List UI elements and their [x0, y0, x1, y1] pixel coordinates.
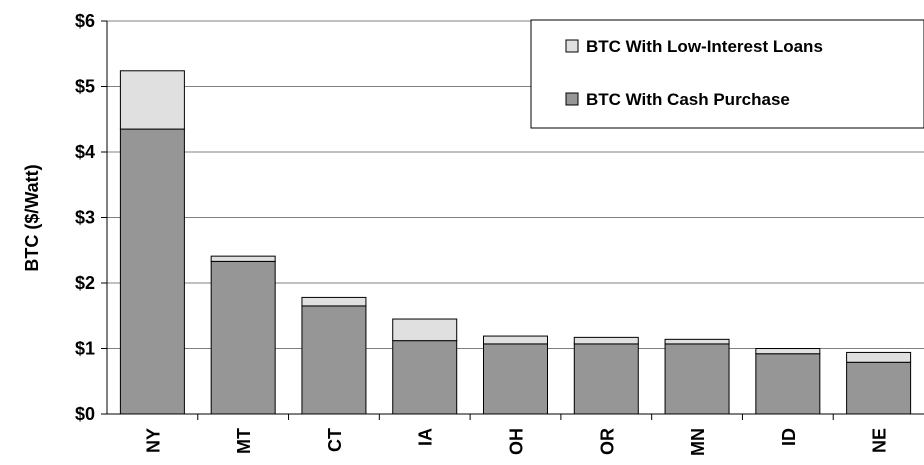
bar-cash-purchase: [301, 305, 367, 415]
x-tick-label: ID: [779, 428, 799, 446]
bar-cash-purchase: [483, 343, 548, 415]
y-tick-label: $5: [75, 77, 95, 97]
x-tick-label: MT: [234, 428, 254, 454]
y-axis-title: BTC ($/Watt): [22, 164, 42, 271]
legend-swatch-cash: [565, 92, 579, 106]
y-tick-labels: $0 $1 $2 $3 $4 $5 $6: [75, 11, 95, 424]
y-tick-label: $3: [75, 208, 95, 228]
bar-low-interest-loans: [392, 318, 458, 342]
bar-low-interest-loans: [301, 296, 367, 307]
y-tick-label: $0: [75, 404, 95, 424]
bar-cash-purchase: [573, 343, 639, 415]
bar-cash-purchase: [755, 353, 821, 415]
bar-low-interest-loans: [846, 351, 912, 363]
bar-low-interest-loans: [755, 348, 821, 355]
bar-low-interest-loans: [573, 336, 639, 345]
bar-low-interest-loans: [483, 335, 548, 345]
x-tick-label: NY: [143, 428, 163, 453]
bar-cash-purchase: [846, 361, 912, 415]
x-tick-label: NE: [870, 428, 890, 453]
y-tick-label: $2: [75, 273, 95, 293]
legend: BTC With Low-Interest Loans BTC With Cash…: [530, 19, 924, 129]
bar-cash-purchase: [664, 343, 730, 415]
y-tick-label: $4: [75, 142, 95, 162]
legend-box: [530, 19, 924, 129]
legend-label-cash: BTC With Cash Purchase: [586, 90, 790, 109]
bars: [119, 70, 912, 415]
x-tick-label: CT: [325, 428, 345, 452]
y-tick-label: $6: [75, 11, 95, 31]
x-tick-labels: NY MT CT IA OH OR MN ID NE: [143, 428, 889, 456]
bar-cash-purchase: [392, 340, 458, 415]
y-tick-label: $1: [75, 339, 95, 359]
bar-cash-purchase: [119, 128, 185, 415]
legend-label-loans: BTC With Low-Interest Loans: [586, 37, 823, 56]
x-tick-label: IA: [416, 428, 436, 446]
bar-cash-purchase: [210, 260, 276, 415]
bar-low-interest-loans: [210, 255, 276, 262]
legend-swatch-loans: [565, 39, 579, 53]
bar-low-interest-loans: [664, 338, 730, 345]
bar-low-interest-loans: [119, 70, 185, 130]
x-tick-label: OH: [507, 428, 527, 455]
x-tick-label: OR: [597, 428, 617, 455]
axes: [106, 21, 924, 420]
x-tick-label: MN: [688, 428, 708, 456]
